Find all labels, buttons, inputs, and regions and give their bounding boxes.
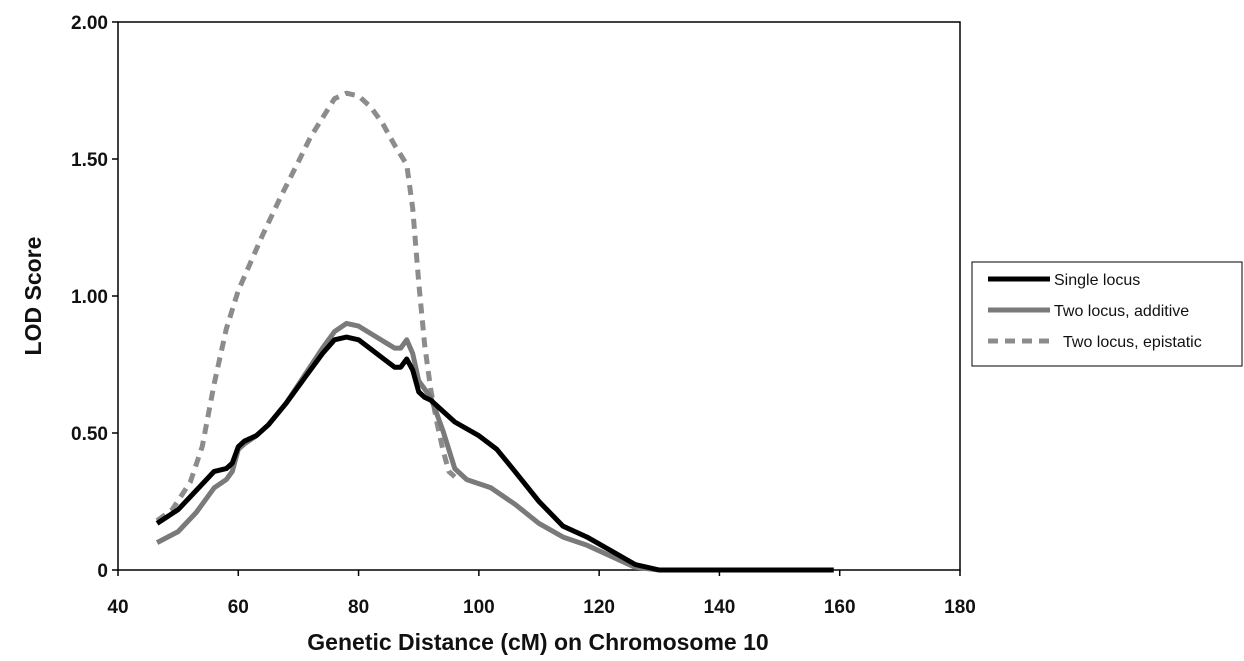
y-tick-label: 1.50 xyxy=(71,150,108,171)
y-tick-label: 0 xyxy=(97,561,108,582)
legend-label-two-locus-additive: Two locus, additive xyxy=(1054,303,1189,320)
x-tick-label: 140 xyxy=(704,597,736,618)
y-tick-label: 0.50 xyxy=(71,424,108,445)
x-tick-label: 120 xyxy=(583,597,615,618)
x-tick-label: 100 xyxy=(463,597,495,618)
x-tick-label: 160 xyxy=(824,597,856,618)
x-tick-label: 60 xyxy=(228,597,249,618)
y-axis-ticks: 0 0.50 1.00 1.50 2.00 xyxy=(71,13,118,582)
x-tick-label: 80 xyxy=(348,597,369,618)
legend: Single locus Two locus, additive Two loc… xyxy=(971,261,1243,367)
y-tick-label: 1.00 xyxy=(71,287,108,308)
x-axis-title: Genetic Distance (cM) on Chromosome 10 xyxy=(307,629,768,655)
legend-label-two-locus-epistatic: Two locus, epistatic xyxy=(1063,334,1202,351)
legend-label-single-locus: Single locus xyxy=(1054,272,1140,289)
x-tick-label: 40 xyxy=(107,597,128,618)
series-layer xyxy=(155,90,834,573)
y-axis-title: LOD Score xyxy=(20,237,46,356)
x-axis-ticks: 40 60 80 100 120 140 160 180 xyxy=(107,570,976,618)
plot-area xyxy=(117,21,961,571)
series-line-single-locus xyxy=(155,334,834,573)
y-tick-label: 2.00 xyxy=(71,13,108,34)
x-tick-label: 180 xyxy=(944,597,976,618)
